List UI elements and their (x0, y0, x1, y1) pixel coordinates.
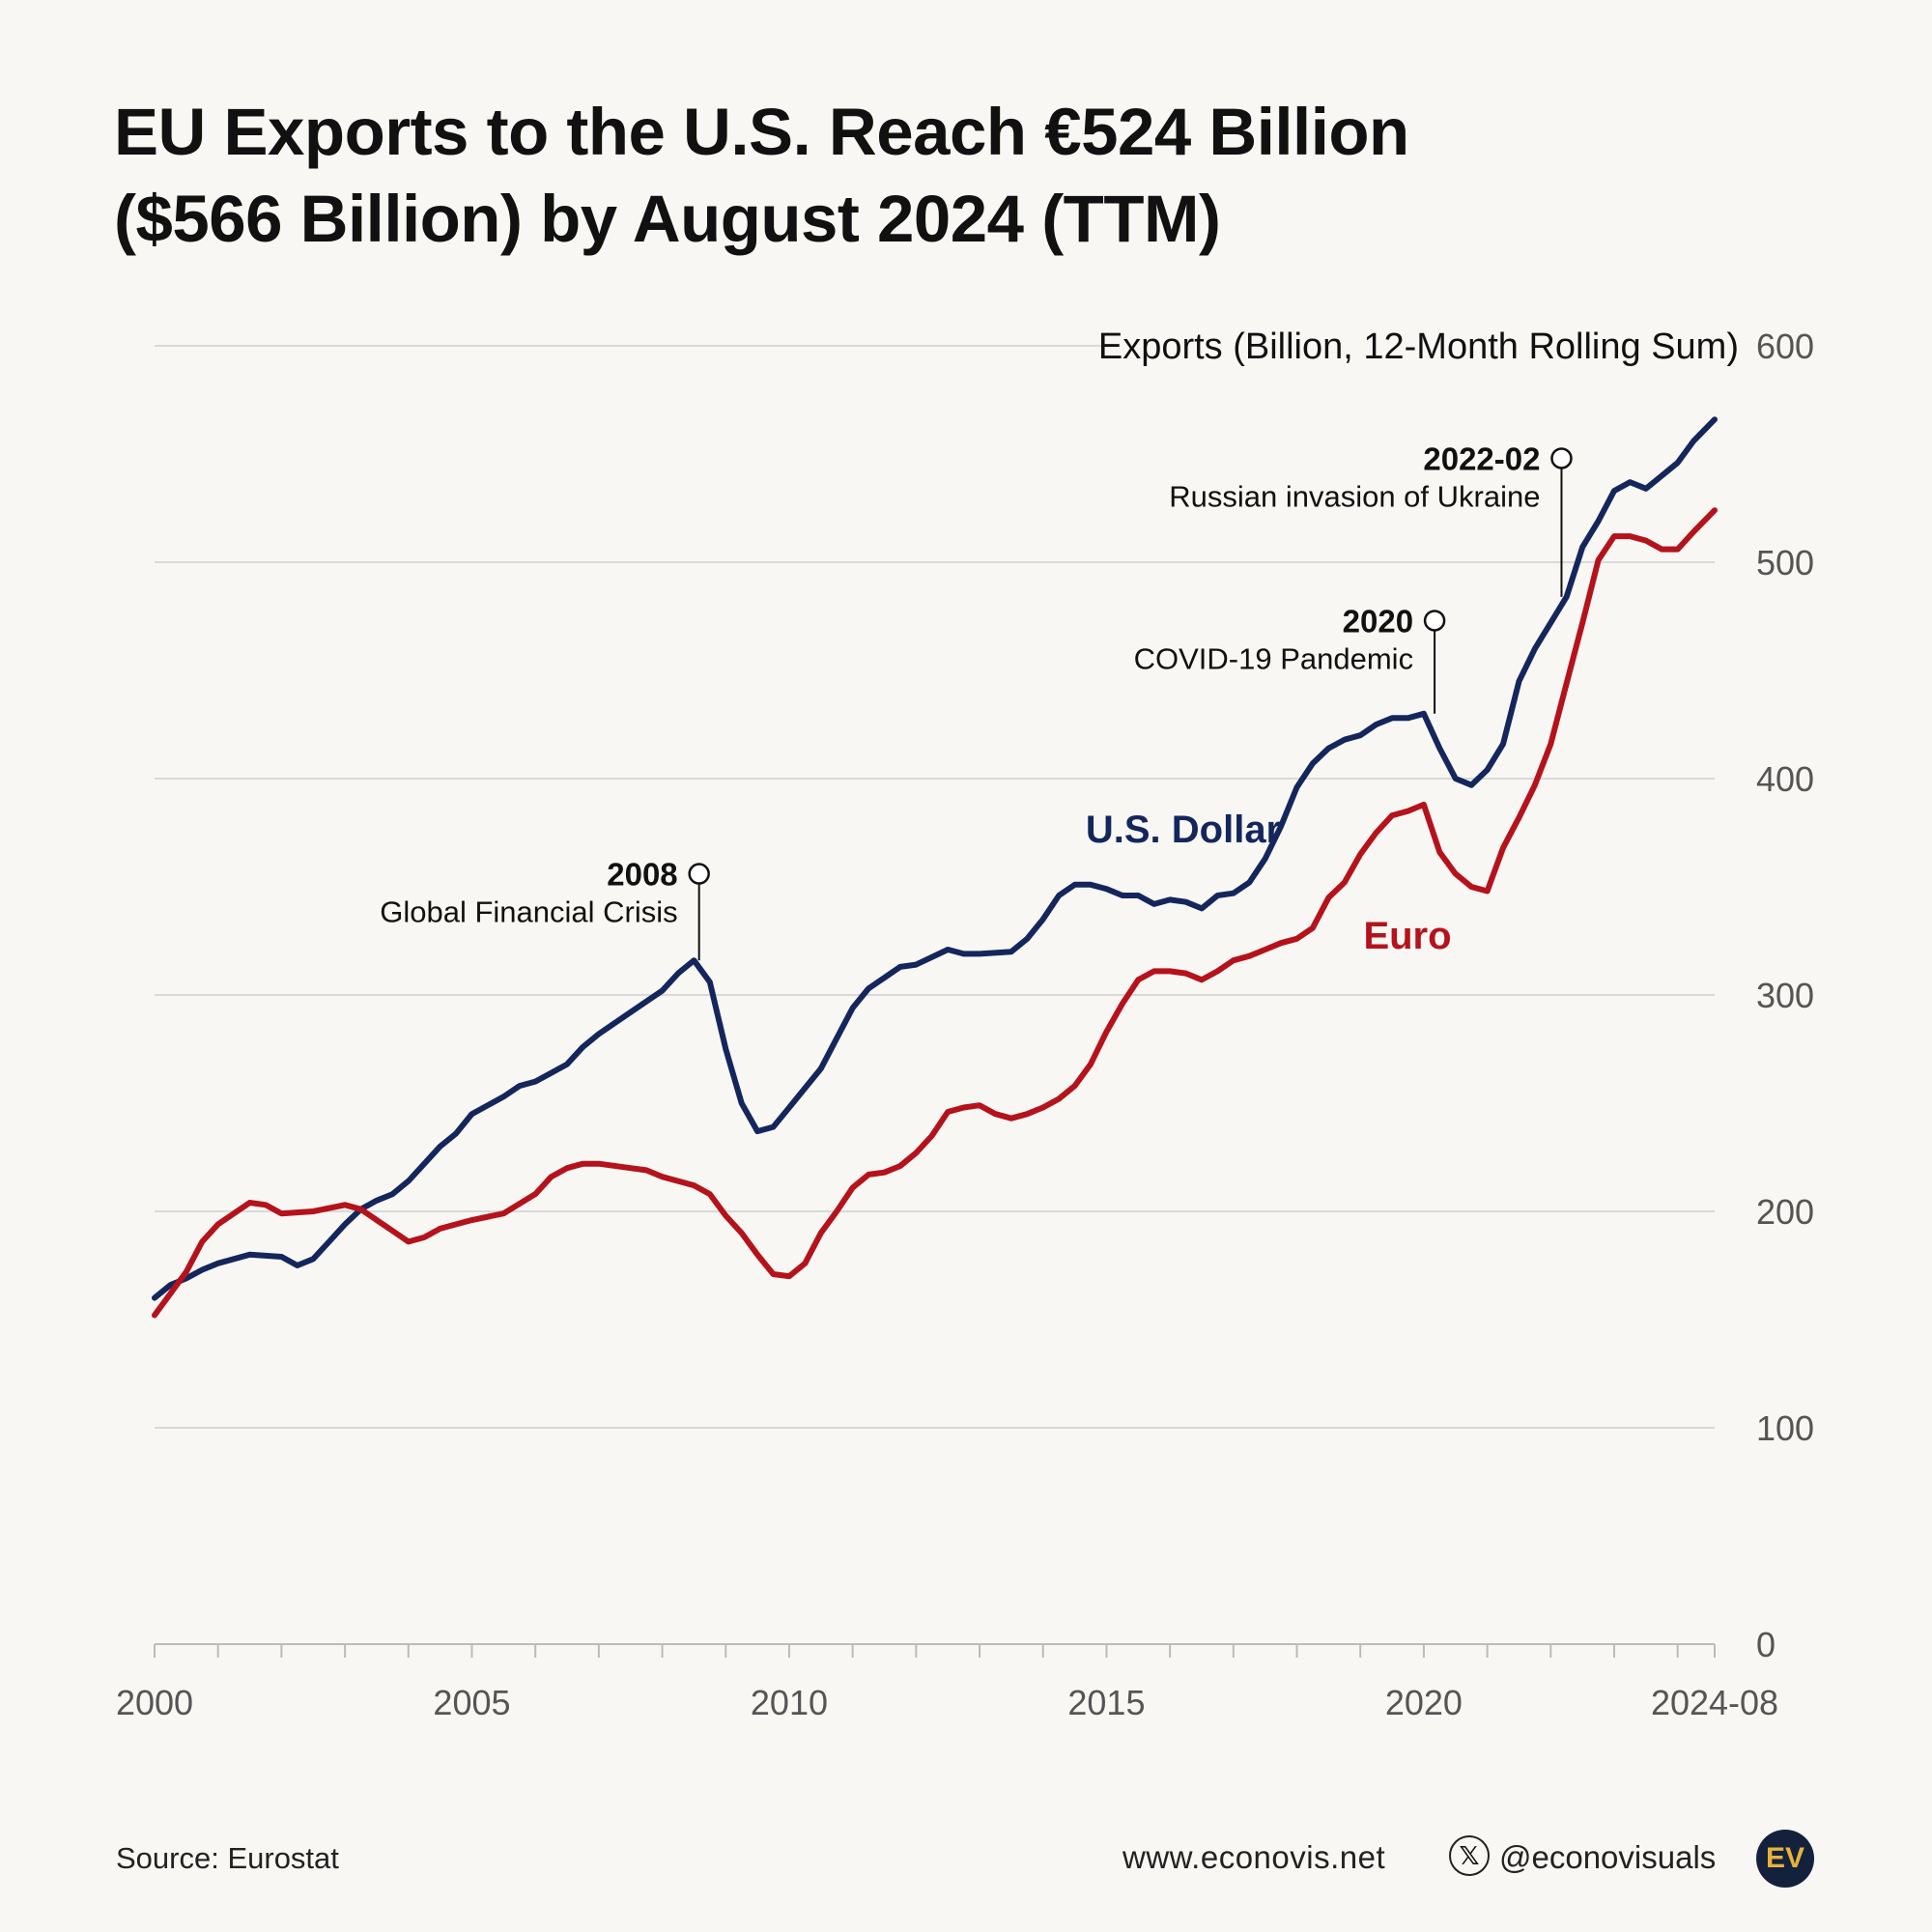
annotation-marker (688, 863, 710, 885)
social-handle[interactable]: @econovisuals (1499, 1839, 1717, 1875)
annotation-year: 2008 (607, 857, 677, 893)
series-label-usd: U.S. Dollar (1086, 809, 1281, 851)
series-label-eur: Euro (1363, 915, 1451, 957)
annotation-marker (1550, 447, 1573, 469)
annotation-year: 2020 (1343, 603, 1413, 639)
y-tick-label: 0 (1756, 1625, 1776, 1664)
x-tick-label: 2000 (116, 1683, 193, 1722)
annotation-marker (1423, 610, 1446, 632)
y-tick-label: 200 (1756, 1192, 1814, 1232)
x-tick-label: 2010 (751, 1683, 828, 1722)
y-tick-label: 400 (1756, 759, 1814, 799)
x-tick-label: 2020 (1385, 1683, 1463, 1722)
y-tick-label: 600 (1756, 327, 1814, 366)
y-tick-label: 100 (1756, 1408, 1814, 1448)
annotation-year: 2022-02 (1423, 440, 1540, 476)
y-tick-label: 500 (1756, 543, 1814, 582)
x-tick-label: 2015 (1067, 1683, 1145, 1722)
y-axis-label: Exports (Billion, 12-Month Rolling Sum) (1098, 327, 1739, 367)
chart-title: EU Exports to the U.S. Reach €524 Billio… (114, 89, 1756, 263)
econovis-logo: EV (1756, 1830, 1814, 1888)
annotation-event: Russian invasion of Ukraine (1169, 479, 1540, 513)
website-link[interactable]: www.econovis.net (1122, 1839, 1386, 1875)
series-line-eur (152, 507, 1718, 1319)
annotation-event: COVID-19 Pandemic (1134, 641, 1413, 675)
title-line-1: EU Exports to the U.S. Reach €524 Billio… (114, 95, 1409, 169)
source-note: Source: Eurostat (116, 1841, 339, 1875)
series-line-usd (152, 416, 1718, 1301)
x-tick-label: 2024-08 (1651, 1683, 1778, 1722)
x-tick-label: 2005 (433, 1683, 510, 1722)
title-line-2: ($566 Billion) by August 2024 (TTM) (114, 182, 1221, 256)
annotation-event: Global Financial Crisis (380, 895, 677, 929)
x-logo-icon: 𝕏 (1449, 1835, 1490, 1876)
y-tick-label: 300 (1756, 976, 1814, 1015)
